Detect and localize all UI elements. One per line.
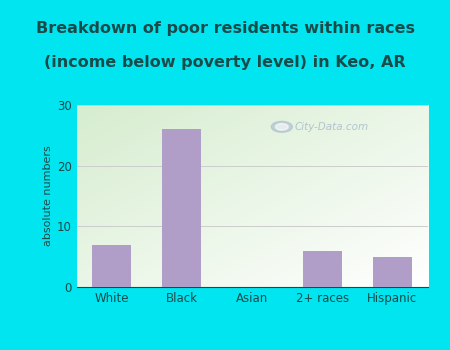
Bar [162, 129, 201, 287]
Bar [303, 251, 342, 287]
Y-axis label: absolute numbers: absolute numbers [43, 146, 53, 246]
Bar [373, 257, 412, 287]
Bar [92, 245, 131, 287]
Text: (income below poverty level) in Keo, AR: (income below poverty level) in Keo, AR [44, 56, 406, 70]
Circle shape [275, 124, 288, 130]
Text: City-Data.com: City-Data.com [294, 122, 368, 132]
Circle shape [271, 121, 292, 132]
Text: Breakdown of poor residents within races: Breakdown of poor residents within races [36, 21, 414, 35]
